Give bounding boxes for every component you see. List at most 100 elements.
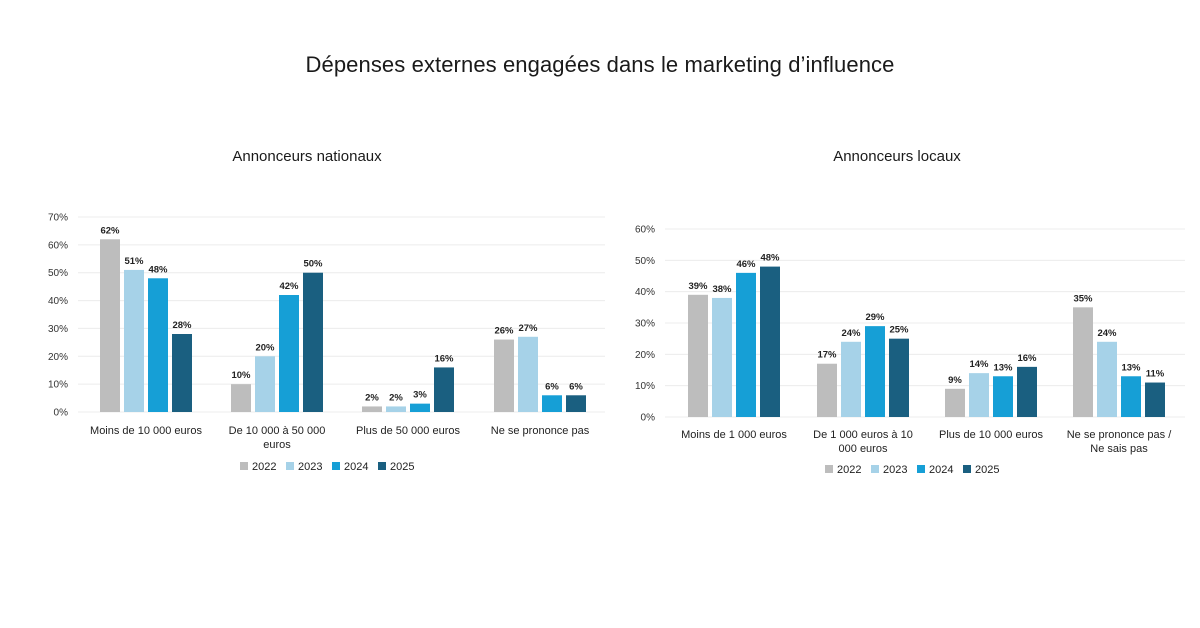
bar-2023 xyxy=(255,356,275,412)
category-label: De 10 000 à 50 000 xyxy=(229,425,326,437)
legend-label: 2024 xyxy=(344,461,368,473)
category-label: Plus de 50 000 euros xyxy=(356,425,460,437)
legend-label: 2022 xyxy=(252,461,276,473)
bar-2022 xyxy=(494,339,514,412)
bar-2024 xyxy=(542,395,562,412)
y-tick-label: 60% xyxy=(635,225,655,236)
legend-label: 2023 xyxy=(883,464,907,476)
value-label: 28% xyxy=(172,320,192,331)
y-tick-label: 30% xyxy=(635,319,655,330)
value-label: 39% xyxy=(688,281,708,292)
category-label: De 1 000 euros à 10 xyxy=(813,429,913,441)
legend-swatch xyxy=(240,462,248,470)
legend-label: 2025 xyxy=(390,461,414,473)
value-label: 17% xyxy=(817,350,837,361)
category-label: Ne sais pas xyxy=(1090,443,1148,455)
legend-swatch xyxy=(871,465,879,473)
value-label: 16% xyxy=(1017,353,1037,364)
legend-swatch xyxy=(963,465,971,473)
value-label: 14% xyxy=(969,359,989,370)
bar-2023 xyxy=(841,341,861,417)
value-label: 24% xyxy=(1097,328,1117,339)
y-tick-label: 20% xyxy=(48,352,68,363)
legend-swatch xyxy=(825,465,833,473)
legend-swatch xyxy=(917,465,925,473)
value-label: 26% xyxy=(494,326,514,337)
legend-label: 2024 xyxy=(929,464,953,476)
y-tick-label: 10% xyxy=(635,381,655,392)
bar-2022 xyxy=(362,406,382,412)
bar-2022 xyxy=(1073,307,1093,417)
bar-2023 xyxy=(969,373,989,417)
category-label: euros xyxy=(263,439,291,451)
value-label: 6% xyxy=(545,381,559,392)
bar-2022 xyxy=(100,239,120,412)
bar-2025 xyxy=(1017,366,1037,417)
value-label: 13% xyxy=(993,362,1013,373)
bar-2024 xyxy=(279,295,299,412)
value-label: 29% xyxy=(865,312,885,323)
bar-chart-national: 0% 10% 20% 30% 40% 50% 60% 70% 62% 10% 2% 26% 51% 20%… xyxy=(48,213,605,473)
y-tick-label: 50% xyxy=(48,268,68,279)
bar-2025 xyxy=(760,266,780,417)
category-label: Ne se prononce pas / xyxy=(1067,429,1173,441)
y-tick-label: 70% xyxy=(48,213,68,224)
value-label: 25% xyxy=(889,325,909,336)
bar-2022 xyxy=(688,294,708,417)
value-label: 48% xyxy=(760,253,780,264)
value-label: 46% xyxy=(736,259,756,270)
value-label: 24% xyxy=(841,328,861,339)
y-tick-label: 40% xyxy=(635,287,655,298)
page-title: Dépenses externes engagées dans le marke… xyxy=(305,52,895,77)
bar-2023 xyxy=(386,406,406,412)
bar-2025 xyxy=(566,395,586,412)
y-tick-label: 0% xyxy=(641,413,656,424)
category-label: Plus de 10 000 euros xyxy=(939,429,1043,441)
bar-2025 xyxy=(1145,382,1165,417)
y-tick-label: 10% xyxy=(48,380,68,391)
bar-2023 xyxy=(1097,341,1117,417)
value-label: 16% xyxy=(434,353,454,364)
bar-2025 xyxy=(434,367,454,412)
bar-2023 xyxy=(712,297,732,417)
legend-label: 2023 xyxy=(298,461,322,473)
category-label: Moins de 10 000 euros xyxy=(90,425,202,437)
bar-2024 xyxy=(993,376,1013,417)
legend-label: 2022 xyxy=(837,464,861,476)
bar-2023 xyxy=(518,336,538,412)
legend-swatch xyxy=(286,462,294,470)
value-label: 50% xyxy=(303,259,323,270)
value-label: 48% xyxy=(148,264,168,275)
value-label: 62% xyxy=(100,225,120,236)
y-tick-label: 60% xyxy=(48,240,68,251)
value-label: 2% xyxy=(389,392,403,403)
bar-2022 xyxy=(945,388,965,417)
y-tick-label: 40% xyxy=(48,296,68,307)
bar-2022 xyxy=(231,384,251,412)
category-label: 000 euros xyxy=(839,443,888,455)
value-label: 3% xyxy=(413,390,427,401)
y-tick-label: 20% xyxy=(635,350,655,361)
legend-swatch xyxy=(332,462,340,470)
y-tick-label: 0% xyxy=(54,408,69,419)
value-label: 9% xyxy=(948,375,962,386)
chart-title: Annonceurs nationaux xyxy=(232,148,382,165)
bar-2025 xyxy=(889,338,909,417)
value-label: 27% xyxy=(518,323,538,334)
bar-2024 xyxy=(1121,376,1141,417)
value-label: 35% xyxy=(1073,293,1093,304)
value-label: 38% xyxy=(712,284,732,295)
legend-swatch xyxy=(378,462,386,470)
bar-2025 xyxy=(303,272,323,412)
value-label: 51% xyxy=(124,256,144,267)
value-label: 42% xyxy=(279,281,299,292)
chart-title: Annonceurs locaux xyxy=(833,148,961,165)
bar-chart-local: 0% 10% 20% 30% 40% 50% 60% 39% 17% 9% 35% 38% 24% 14%… xyxy=(635,225,1185,476)
category-label: Ne se prononce pas xyxy=(491,425,590,437)
y-tick-label: 50% xyxy=(635,256,655,267)
category-label: Moins de 1 000 euros xyxy=(681,429,787,441)
bar-2024 xyxy=(865,326,885,417)
bar-2024 xyxy=(736,272,756,417)
bar-2023 xyxy=(124,269,144,412)
value-label: 10% xyxy=(231,370,251,381)
